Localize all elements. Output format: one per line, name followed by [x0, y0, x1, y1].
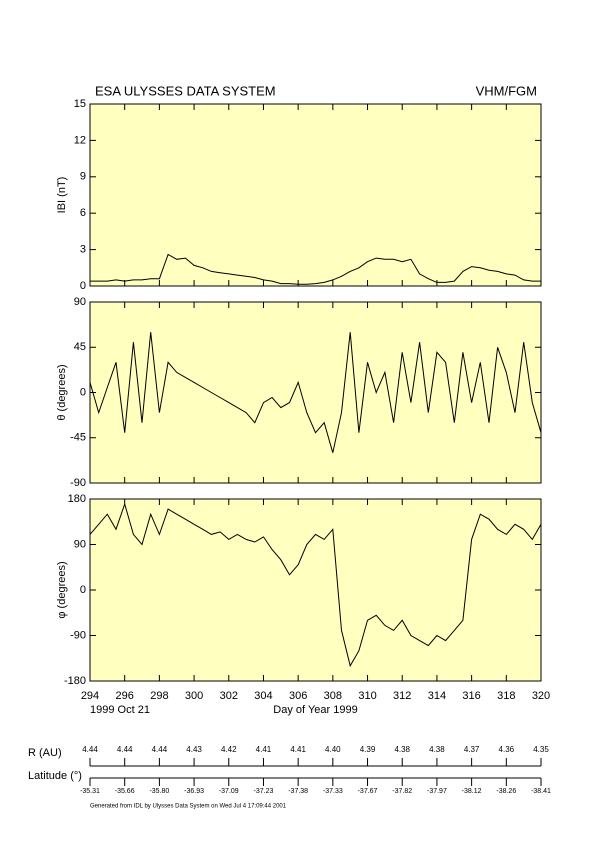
r-value: 4.44	[117, 745, 133, 754]
lat-value: -37.09	[219, 788, 239, 795]
y-axis-label: IBI (nT)	[56, 177, 68, 214]
r-value: 4.38	[429, 745, 445, 754]
lat-value: -38.41	[531, 788, 551, 795]
x-tick-label: 304	[254, 690, 272, 702]
plot-area	[90, 302, 541, 483]
lat-label: Latitude (°)	[28, 770, 82, 782]
x-tick-label: 306	[289, 690, 307, 702]
r-value: 4.44	[82, 745, 98, 754]
r-value: 4.41	[256, 745, 272, 754]
plot-area	[90, 104, 541, 286]
r-value: 4.41	[290, 745, 306, 754]
x-tick-label: 310	[358, 690, 376, 702]
lat-value: -37.38	[288, 788, 308, 795]
x-tick-label: 298	[150, 690, 168, 702]
y-tick-label: 3	[80, 244, 86, 256]
x-tick-label: 296	[116, 690, 134, 702]
r-value: 4.36	[499, 745, 515, 754]
lat-value: -36.93	[184, 788, 204, 795]
y-tick-label: 9	[80, 171, 86, 183]
y-axis-label: θ (degrees)	[56, 364, 68, 420]
data-line	[89, 332, 542, 453]
y-tick-label: -45	[70, 432, 86, 444]
x-tick-label: 302	[220, 690, 238, 702]
x-tick-label: 308	[324, 690, 342, 702]
x-tick-label: 294	[81, 690, 99, 702]
r-value: 4.38	[394, 745, 410, 754]
date-annotation: 1999 Oct 21	[90, 704, 150, 716]
y-tick-label: 180	[68, 493, 86, 505]
x-tick-label: 312	[393, 690, 411, 702]
x-tick-label: 316	[462, 690, 480, 702]
y-tick-label: 12	[74, 134, 86, 146]
lat-value: -37.82	[392, 788, 412, 795]
y-tick-label: 90	[74, 538, 86, 550]
lat-value: -37.33	[323, 788, 343, 795]
y-tick-label: 45	[74, 341, 86, 353]
header-title: ESA ULYSSES DATA SYSTEM	[95, 83, 276, 98]
y-tick-label: -180	[64, 675, 86, 687]
x-tick-label: 314	[428, 690, 446, 702]
r-value: 4.40	[325, 745, 341, 754]
y-tick-label: -90	[70, 629, 86, 641]
lat-value: -38.26	[496, 788, 516, 795]
y-axis-label: φ (degrees)	[56, 561, 68, 618]
footer: Generated from IDL by Ulysses Data Syste…	[90, 804, 287, 810]
y-tick-label: 0	[80, 280, 86, 292]
lat-value: -35.80	[149, 788, 169, 795]
x-tick-label: 300	[185, 690, 203, 702]
data-line	[90, 253, 541, 285]
r-label: R (AU)	[28, 747, 62, 759]
y-tick-label: -90	[70, 477, 86, 489]
r-value: 4.42	[221, 745, 237, 754]
r-value: 4.43	[186, 745, 202, 754]
y-tick-label: 15	[74, 98, 86, 110]
data-line	[89, 502, 542, 668]
r-value: 4.44	[152, 745, 168, 754]
y-tick-label: 6	[80, 207, 86, 219]
y-tick-label: 0	[80, 584, 86, 596]
y-tick-label: 90	[74, 296, 86, 308]
r-value: 4.39	[360, 745, 376, 754]
lat-value: -37.97	[427, 788, 447, 795]
x-tick-label: 320	[532, 690, 550, 702]
lat-value: -35.66	[115, 788, 135, 795]
lat-value: -35.31	[80, 788, 100, 795]
lat-value: -37.67	[358, 788, 378, 795]
y-tick-label: 0	[80, 386, 86, 398]
lat-value: -38.12	[462, 788, 482, 795]
lat-value: -37.23	[254, 788, 274, 795]
r-value: 4.37	[464, 745, 480, 754]
x-tick-label: 318	[497, 690, 515, 702]
plot-frame	[89, 103, 542, 287]
plot-area	[90, 499, 541, 681]
header-subtitle: VHM/FGM	[476, 83, 537, 98]
r-value: 4.35	[533, 745, 549, 754]
x-axis-label: Day of Year 1999	[273, 704, 357, 716]
